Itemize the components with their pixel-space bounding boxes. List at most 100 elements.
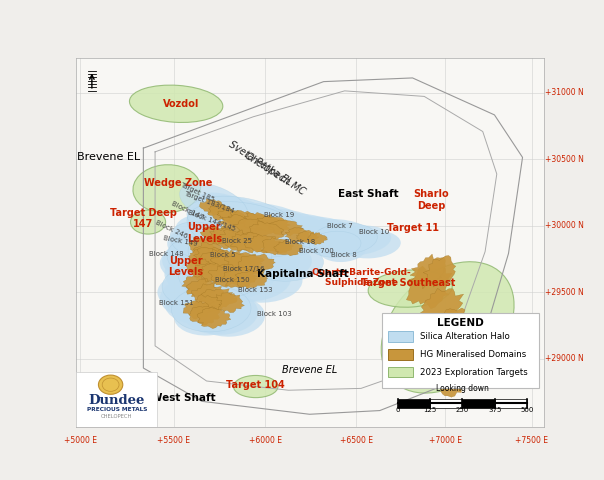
Ellipse shape [170, 229, 239, 271]
Polygon shape [238, 254, 275, 274]
Text: +7000 E: +7000 E [429, 436, 462, 445]
Ellipse shape [183, 290, 258, 335]
Polygon shape [269, 220, 304, 236]
Polygon shape [210, 293, 245, 312]
Polygon shape [182, 276, 209, 291]
Ellipse shape [275, 216, 359, 253]
Ellipse shape [340, 230, 400, 258]
Polygon shape [228, 210, 266, 231]
Polygon shape [274, 240, 303, 256]
Ellipse shape [158, 274, 218, 311]
Text: +29000 N: +29000 N [545, 354, 583, 363]
FancyBboxPatch shape [495, 399, 527, 408]
Text: Kapitalna Shaft: Kapitalna Shaft [257, 269, 349, 279]
FancyBboxPatch shape [388, 349, 414, 360]
Text: +6000 E: +6000 E [249, 436, 281, 445]
Ellipse shape [129, 85, 223, 122]
Text: Block 10: Block 10 [359, 229, 389, 235]
Polygon shape [217, 209, 246, 223]
Text: Block 17/16: Block 17/16 [223, 266, 265, 272]
Ellipse shape [195, 296, 265, 336]
Text: +29500 N: +29500 N [545, 288, 583, 297]
Ellipse shape [233, 240, 312, 281]
Text: 375: 375 [488, 408, 501, 413]
Polygon shape [297, 230, 319, 243]
Text: CHELOPECH: CHELOPECH [101, 414, 132, 420]
Text: Chelopech MC: Chelopech MC [243, 151, 306, 197]
Ellipse shape [368, 270, 452, 307]
FancyBboxPatch shape [388, 367, 414, 377]
Text: Target 11: Target 11 [387, 223, 439, 233]
Text: West Shaft: West Shaft [151, 393, 216, 403]
Text: Upper
Levels: Upper Levels [187, 222, 222, 244]
Ellipse shape [223, 260, 303, 303]
Text: LEGEND: LEGEND [437, 318, 484, 328]
FancyBboxPatch shape [430, 399, 463, 408]
Text: Target 183/184: Target 183/184 [183, 191, 235, 215]
Text: Vozdol: Vozdol [162, 99, 199, 109]
Ellipse shape [190, 202, 242, 235]
Text: Block 8: Block 8 [331, 252, 356, 258]
Text: Target Southeast: Target Southeast [361, 278, 455, 288]
Ellipse shape [170, 222, 229, 259]
Text: Target 185: Target 185 [179, 182, 215, 203]
Ellipse shape [249, 244, 324, 281]
Text: Block 19: Block 19 [264, 212, 294, 218]
Ellipse shape [160, 277, 230, 318]
Polygon shape [210, 250, 254, 271]
Ellipse shape [130, 210, 165, 234]
Text: +30500 N: +30500 N [545, 155, 583, 164]
Polygon shape [240, 213, 281, 231]
Text: 500: 500 [521, 408, 534, 413]
Polygon shape [200, 225, 231, 244]
FancyBboxPatch shape [463, 399, 495, 408]
Polygon shape [208, 264, 248, 287]
Text: Sveta Petka EL: Sveta Petka EL [227, 139, 294, 187]
Text: Block 147: Block 147 [171, 201, 205, 221]
Polygon shape [199, 199, 227, 216]
Text: +31000 N: +31000 N [545, 88, 583, 97]
Text: 2023 Exploration Targets: 2023 Exploration Targets [420, 368, 528, 377]
Polygon shape [190, 263, 222, 282]
Text: Block 700: Block 700 [299, 248, 334, 254]
Text: Block 25: Block 25 [222, 238, 252, 244]
Text: Wedge Zone: Wedge Zone [144, 178, 213, 188]
Polygon shape [197, 308, 231, 329]
Polygon shape [307, 233, 327, 245]
Ellipse shape [310, 231, 361, 257]
Text: Block 148: Block 148 [149, 251, 184, 257]
Ellipse shape [198, 233, 291, 281]
Polygon shape [186, 259, 214, 275]
Ellipse shape [179, 253, 263, 299]
Ellipse shape [164, 253, 230, 294]
Text: Brevene EL: Brevene EL [282, 365, 337, 375]
Text: East Shaft: East Shaft [338, 189, 399, 199]
Text: Looking down: Looking down [436, 384, 489, 393]
Ellipse shape [133, 165, 201, 213]
Polygon shape [285, 228, 310, 242]
Ellipse shape [293, 219, 373, 254]
Text: Block 144/145: Block 144/145 [187, 210, 236, 232]
Polygon shape [233, 219, 274, 239]
Polygon shape [420, 324, 456, 360]
Ellipse shape [381, 262, 514, 393]
FancyBboxPatch shape [397, 399, 430, 408]
Polygon shape [189, 306, 220, 325]
Text: Target Deep
147: Target Deep 147 [110, 207, 177, 229]
Text: Block 18: Block 18 [285, 239, 315, 245]
Polygon shape [423, 255, 456, 287]
Text: Dundee: Dundee [89, 394, 145, 407]
Text: 250: 250 [456, 408, 469, 413]
Text: Quartz-Barite-Gold-
Sulphide Zone: Quartz-Barite-Gold- Sulphide Zone [311, 268, 411, 287]
Ellipse shape [235, 209, 328, 250]
Ellipse shape [160, 244, 234, 285]
Polygon shape [428, 308, 469, 350]
Text: Block 5: Block 5 [210, 252, 236, 258]
Polygon shape [224, 252, 265, 272]
Text: +30000 N: +30000 N [545, 221, 583, 230]
Text: +7500 E: +7500 E [515, 436, 548, 445]
Ellipse shape [167, 255, 246, 300]
Polygon shape [218, 214, 260, 237]
Polygon shape [262, 238, 294, 255]
Polygon shape [183, 301, 213, 319]
